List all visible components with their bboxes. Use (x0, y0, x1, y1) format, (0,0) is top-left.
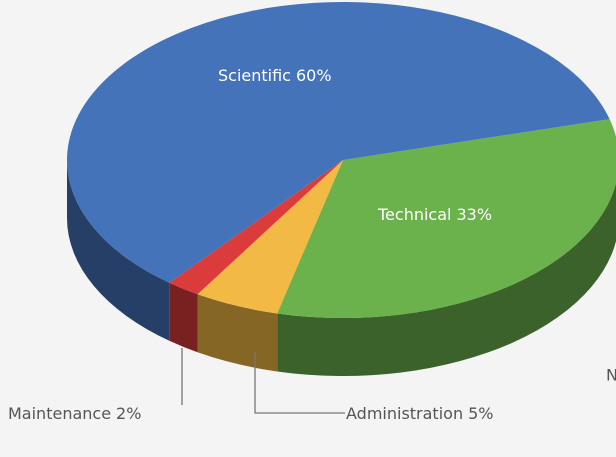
category-label: Maintenance (8, 404, 111, 423)
slice-label: Administration 5% (346, 404, 493, 423)
category-label: Technical (377, 205, 451, 224)
slice (197, 160, 343, 314)
value-label: 2% (116, 404, 141, 423)
slice-side (169, 282, 198, 353)
slice-label: Technical 33% (377, 205, 492, 224)
slice-side (197, 294, 278, 372)
slice (277, 119, 616, 318)
value-label: 60% (296, 66, 332, 85)
value-label: 5% (468, 404, 493, 423)
slice-side (277, 183, 616, 376)
slice (66, 1, 610, 283)
value-label: 33% (456, 205, 492, 224)
slices (66, 1, 616, 376)
category-label: Scientific (218, 66, 291, 85)
slice-side (67, 160, 170, 341)
leader-line (254, 352, 345, 414)
slice-label: Scientific 60% (218, 66, 332, 85)
annotation: N (606, 366, 616, 385)
category-label: Administration (346, 404, 463, 423)
slice (169, 160, 343, 295)
slice-label: Maintenance 2% (8, 404, 141, 423)
